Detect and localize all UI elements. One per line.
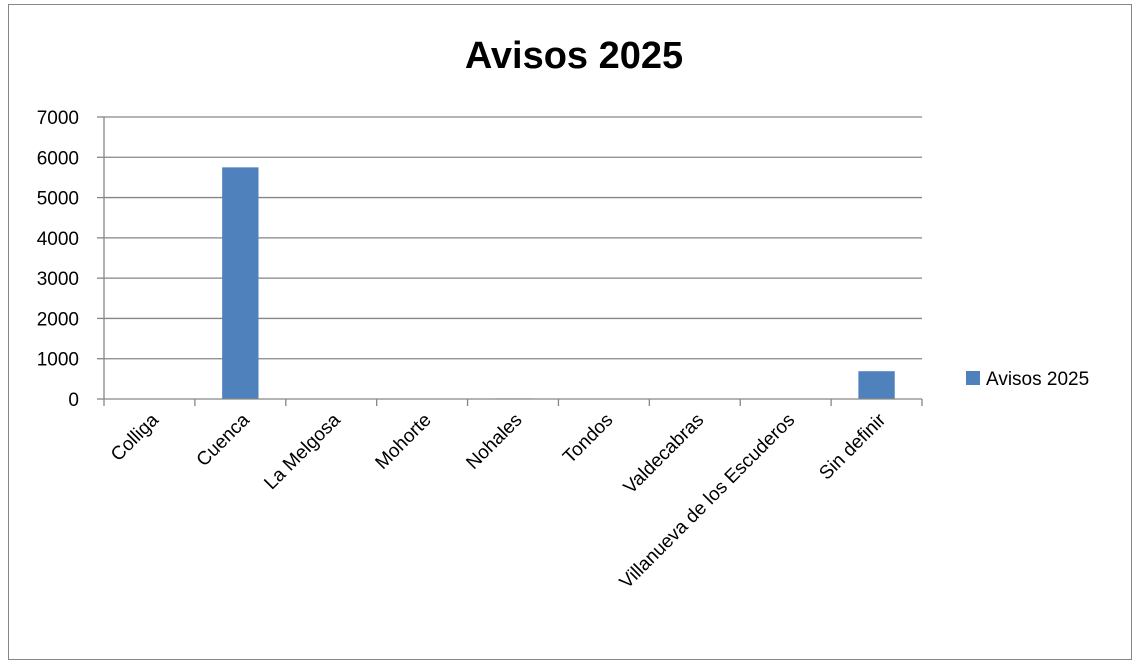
legend: Avisos 2025 (966, 369, 1089, 390)
y-tick-label: 2000 (37, 309, 79, 330)
axes (103, 117, 922, 400)
x-tick-label: Villanueva de los Escuderos (616, 410, 799, 593)
y-tick-label: 6000 (37, 148, 79, 169)
bar (858, 371, 895, 399)
x-tick-label: Cuenca (193, 409, 254, 470)
chart-title: Avisos 2025 (465, 35, 683, 77)
x-tick-label: Mohorte (372, 410, 436, 474)
legend-label: Avisos 2025 (986, 369, 1089, 390)
chart-frame (8, 4, 1132, 660)
x-tick-label: Colliga (107, 409, 163, 465)
y-tick-label: 0 (68, 390, 79, 411)
bar (222, 167, 259, 399)
y-tick-label: 4000 (37, 229, 79, 250)
x-tick-label: La Melgosa (260, 409, 345, 494)
x-tick-label: Nohales (462, 410, 526, 474)
y-tick-label: 3000 (37, 269, 79, 290)
y-tick-label: 7000 (37, 108, 79, 129)
y-axis-ticks: 0 1000 2000 3000 4000 5000 6000 7000 (37, 108, 104, 411)
x-tick-label: Valdecabras (620, 410, 709, 499)
y-tick-label: 1000 (37, 350, 79, 371)
y-tick-label: 5000 (37, 189, 79, 210)
x-axis-ticks: Colliga Cuenca La Melgosa Mohorte Nohales Ton… (103, 399, 923, 593)
x-tick-label: Sin definir (815, 409, 890, 484)
x-tick-label: Tondos (559, 410, 617, 468)
legend-swatch (966, 371, 980, 385)
bars (131, 167, 895, 399)
